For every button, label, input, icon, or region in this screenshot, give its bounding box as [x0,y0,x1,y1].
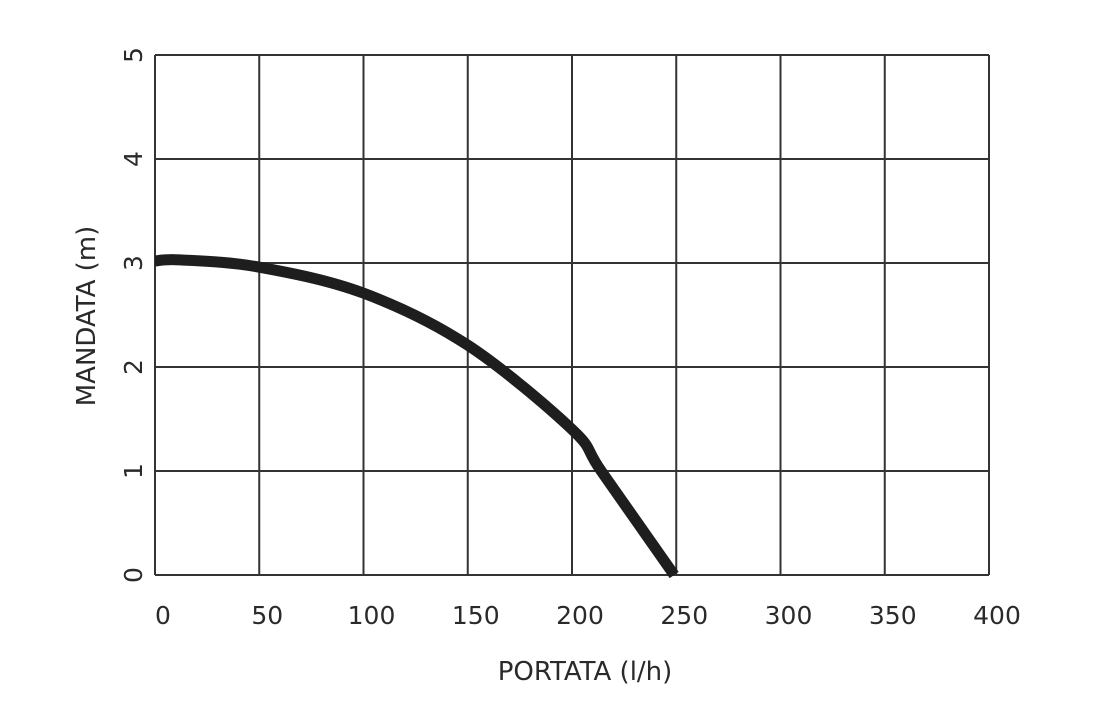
grid [154,54,990,576]
y-tick-label: 1 [119,463,148,479]
x-tick-label: 250 [660,601,708,630]
x-tick-label: 200 [556,601,604,630]
pump-curve-line [154,254,679,579]
y-tick-label: 4 [119,151,148,167]
x-tick-label: 400 [973,601,1021,630]
x-tick-label: 350 [869,601,917,630]
y-tick-label: 3 [119,255,148,271]
y-tick-label: 0 [119,567,148,583]
x-tick-labels: 0 50 100 150 200 250 300 350 400 [155,601,1021,630]
series-layer [154,254,679,579]
x-tick-label: 100 [348,601,396,630]
y-tick-label: 2 [119,359,148,375]
x-tick-label: 150 [452,601,500,630]
x-tick-label: 0 [155,601,171,630]
y-axis-label: MANDATA (m) [72,226,102,407]
y-tick-labels: 0 1 2 3 4 5 [119,47,148,583]
x-tick-label: 50 [251,601,283,630]
x-tick-label: 300 [765,601,813,630]
x-axis-label: PORTATA (l/h) [498,657,673,687]
y-tick-label: 5 [119,47,148,63]
